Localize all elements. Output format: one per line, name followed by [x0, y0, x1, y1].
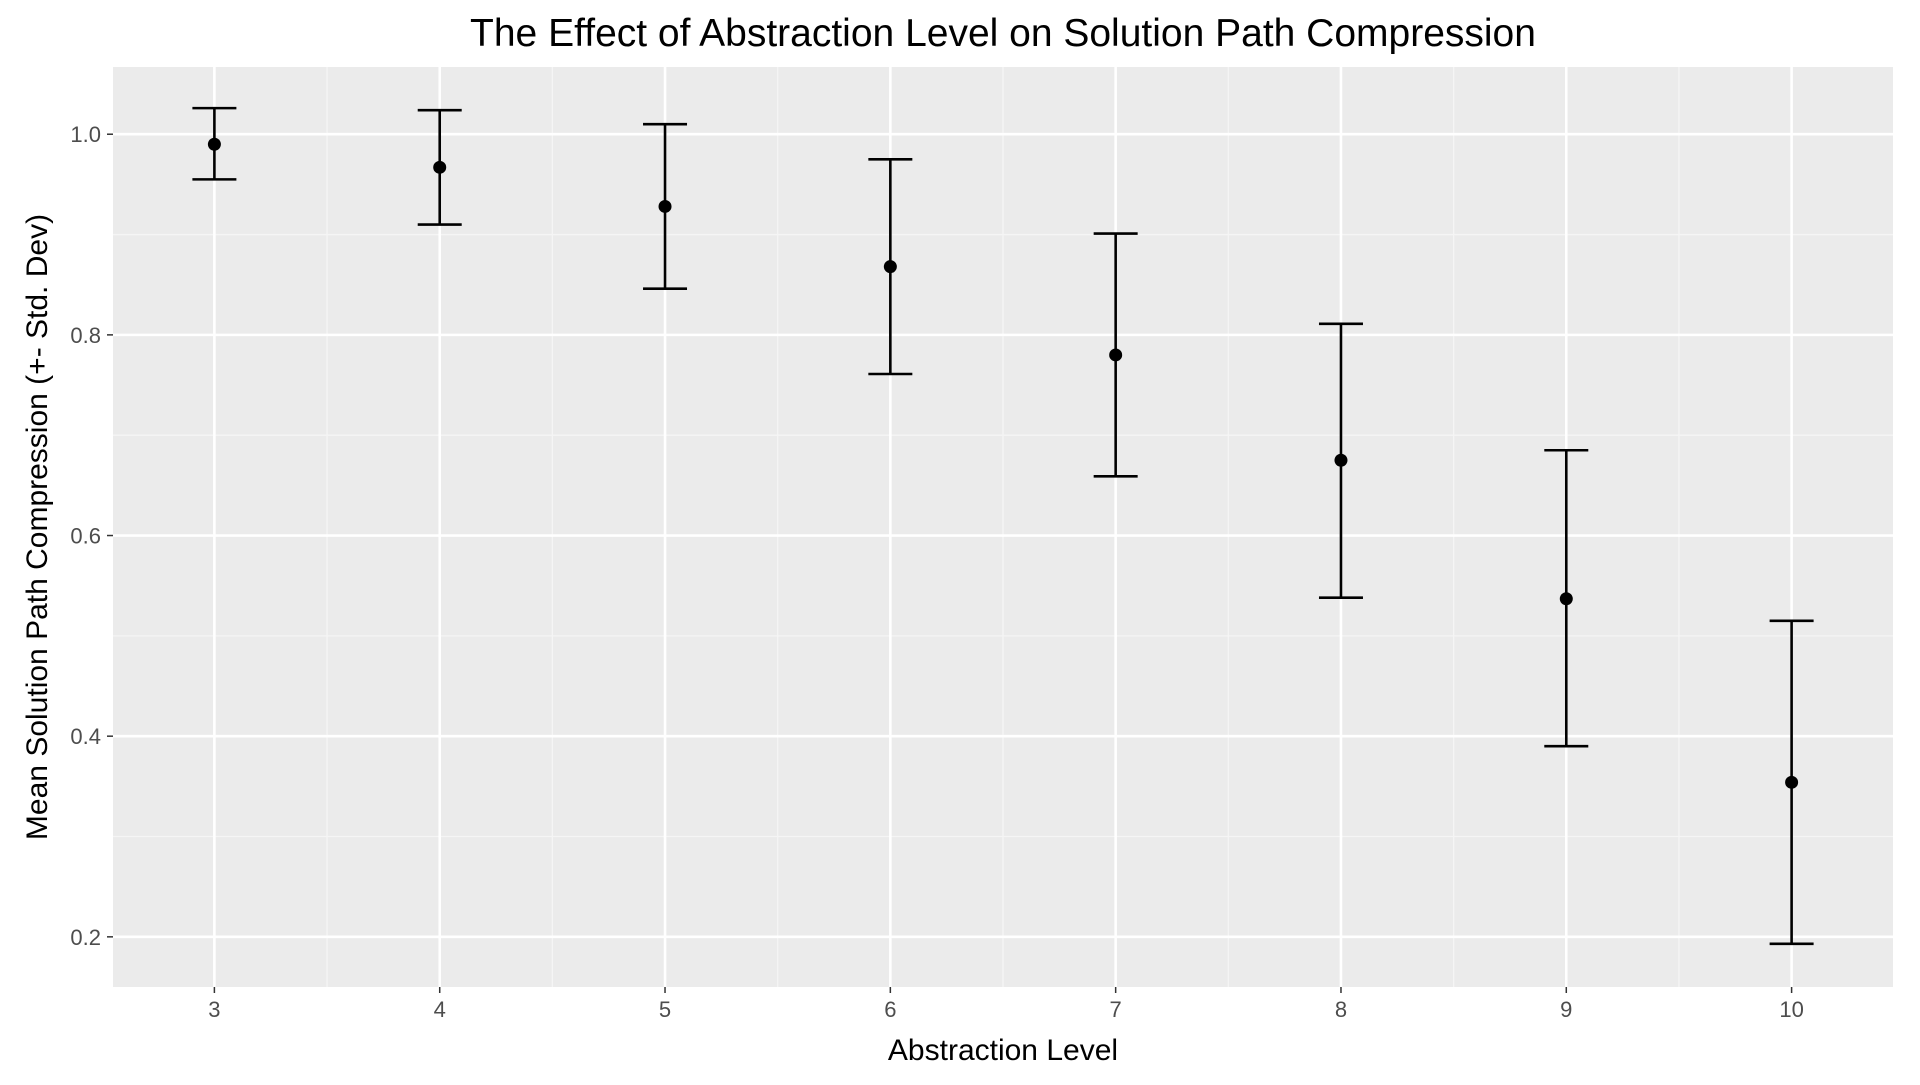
- data-point: [883, 260, 897, 274]
- x-axis-ticks: 3 4 5 6 7 8 9 10: [208, 987, 1804, 1022]
- x-tick-label: 9: [1560, 997, 1572, 1022]
- y-axis-ticks: 0.2 0.4 0.6 0.8 1.0: [70, 122, 113, 950]
- x-tick-label: 3: [208, 997, 220, 1022]
- y-tick-label: 0.2: [70, 925, 101, 950]
- x-tick-label: 4: [434, 997, 446, 1022]
- data-point: [1109, 348, 1123, 362]
- chart-title: The Effect of Abstraction Level on Solut…: [470, 12, 1536, 55]
- data-point: [1334, 453, 1348, 467]
- minor-gridlines: [113, 67, 1893, 987]
- y-tick-label: 0.4: [70, 724, 101, 749]
- data-point: [1559, 592, 1573, 606]
- data-point: [1785, 775, 1799, 789]
- x-tick-label: 6: [884, 997, 896, 1022]
- x-tick-label: 5: [659, 997, 671, 1022]
- x-tick-label: 10: [1779, 997, 1803, 1022]
- data-point: [207, 137, 221, 151]
- y-tick-label: 0.8: [70, 323, 101, 348]
- x-tick-label: 7: [1110, 997, 1122, 1022]
- y-tick-label: 1.0: [70, 122, 101, 147]
- x-axis-title: Abstraction Level: [888, 1034, 1118, 1067]
- x-tick-label: 8: [1335, 997, 1347, 1022]
- data-point: [658, 199, 672, 213]
- y-tick-label: 0.6: [70, 524, 101, 549]
- y-axis-title: Mean Solution Path Compression (+- Std. …: [21, 214, 54, 840]
- data-point: [433, 160, 447, 174]
- data-points: [207, 137, 1799, 789]
